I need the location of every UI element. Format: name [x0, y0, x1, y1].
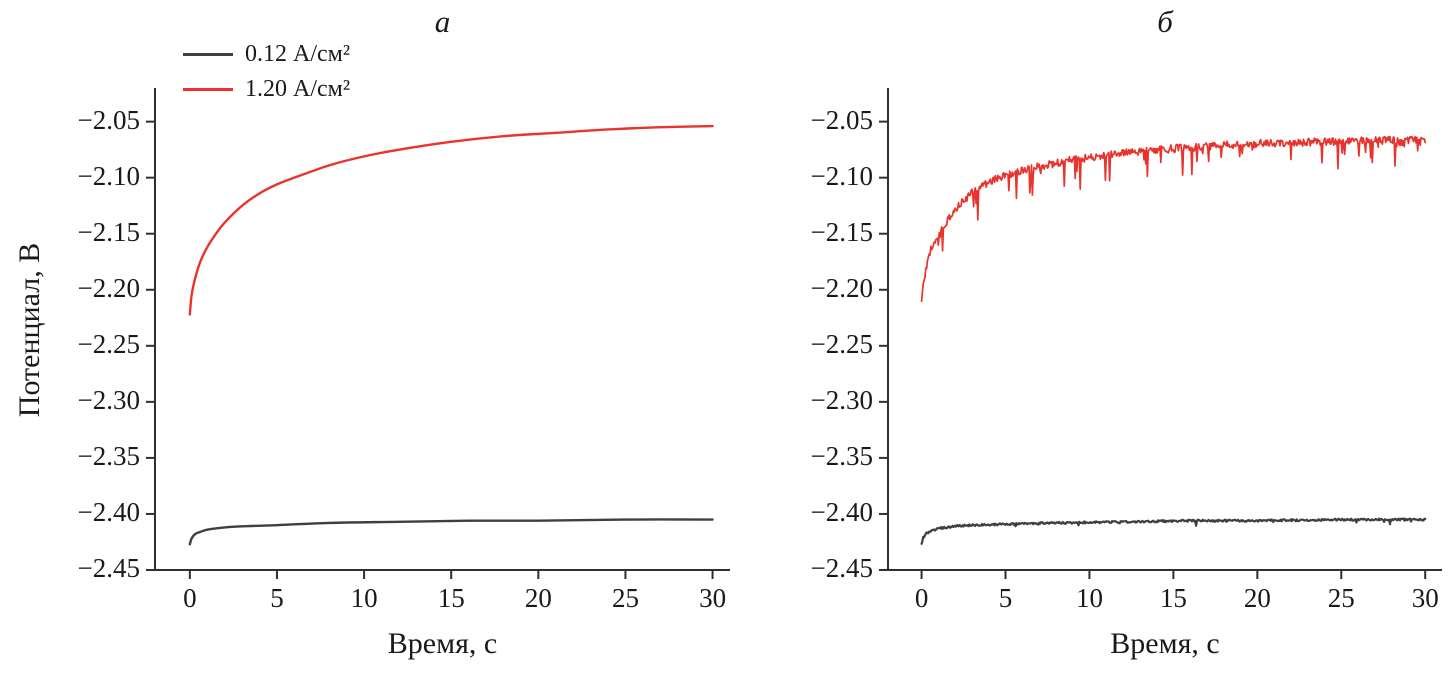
legend: 0.12 А/см² 1.20 А/см² — [183, 41, 350, 103]
y-tick-label: −2.35 — [811, 441, 873, 471]
y-tick-label: −2.25 — [811, 329, 873, 359]
y-tick-label: −2.35 — [78, 441, 140, 471]
y-tick-label: −2.30 — [811, 385, 873, 415]
legend-label: 0.12 А/см² — [245, 41, 351, 67]
y-tick-label: −2.20 — [78, 273, 140, 303]
y-axis-label: Потенциал, В — [13, 242, 46, 418]
legend-label: 1.20 А/см² — [245, 76, 351, 102]
series-line-red — [188, 124, 714, 316]
y-tick-label: −2.25 — [78, 329, 140, 359]
y-tick-label: −2.10 — [78, 161, 140, 191]
x-tick-label: 10 — [1076, 583, 1103, 613]
x-tick-label: 0 — [183, 583, 197, 613]
x-tick-label: 5 — [999, 583, 1013, 613]
panel-b-title: б — [1157, 4, 1173, 39]
y-tick-label: −2.15 — [811, 217, 873, 247]
series-line-red — [920, 135, 1427, 303]
y-tick-label: −2.10 — [811, 161, 873, 191]
x-axis-label-panel-a: Время, с — [387, 627, 498, 660]
legend-line-swatch-dark — [183, 53, 233, 56]
x-tick-label: 20 — [1244, 583, 1271, 613]
x-tick-label: 30 — [1412, 583, 1439, 613]
series-line-dark — [188, 518, 714, 546]
x-tick-label: 25 — [612, 583, 639, 613]
legend-line-swatch-red — [183, 88, 233, 91]
y-tick-label: −2.30 — [78, 385, 140, 415]
panel-a-title: а — [434, 4, 451, 39]
x-tick-label: 25 — [1328, 583, 1355, 613]
y-tick-label: −2.45 — [811, 553, 873, 583]
legend-item: 1.20 А/см² — [183, 76, 350, 103]
x-tick-label: 30 — [699, 583, 726, 613]
series-line-dark — [920, 517, 1427, 545]
x-tick-label: 10 — [351, 583, 378, 613]
x-tick-label: 15 — [438, 583, 465, 613]
y-tick-label: −2.05 — [78, 105, 140, 135]
x-tick-label: 15 — [1160, 583, 1187, 613]
y-tick-label: −2.40 — [78, 497, 140, 527]
x-axis-label-panel-b: Время, с — [1110, 627, 1220, 660]
x-tick-label: 0 — [915, 583, 929, 613]
y-tick-label: −2.40 — [811, 497, 873, 527]
y-tick-label: −2.45 — [78, 553, 140, 583]
y-tick-label: −2.20 — [811, 273, 873, 303]
x-tick-label: 5 — [270, 583, 284, 613]
legend-item: 0.12 А/см² — [183, 41, 350, 68]
y-tick-label: −2.05 — [811, 105, 873, 135]
x-tick-label: 20 — [525, 583, 552, 613]
y-tick-label: −2.15 — [78, 217, 140, 247]
